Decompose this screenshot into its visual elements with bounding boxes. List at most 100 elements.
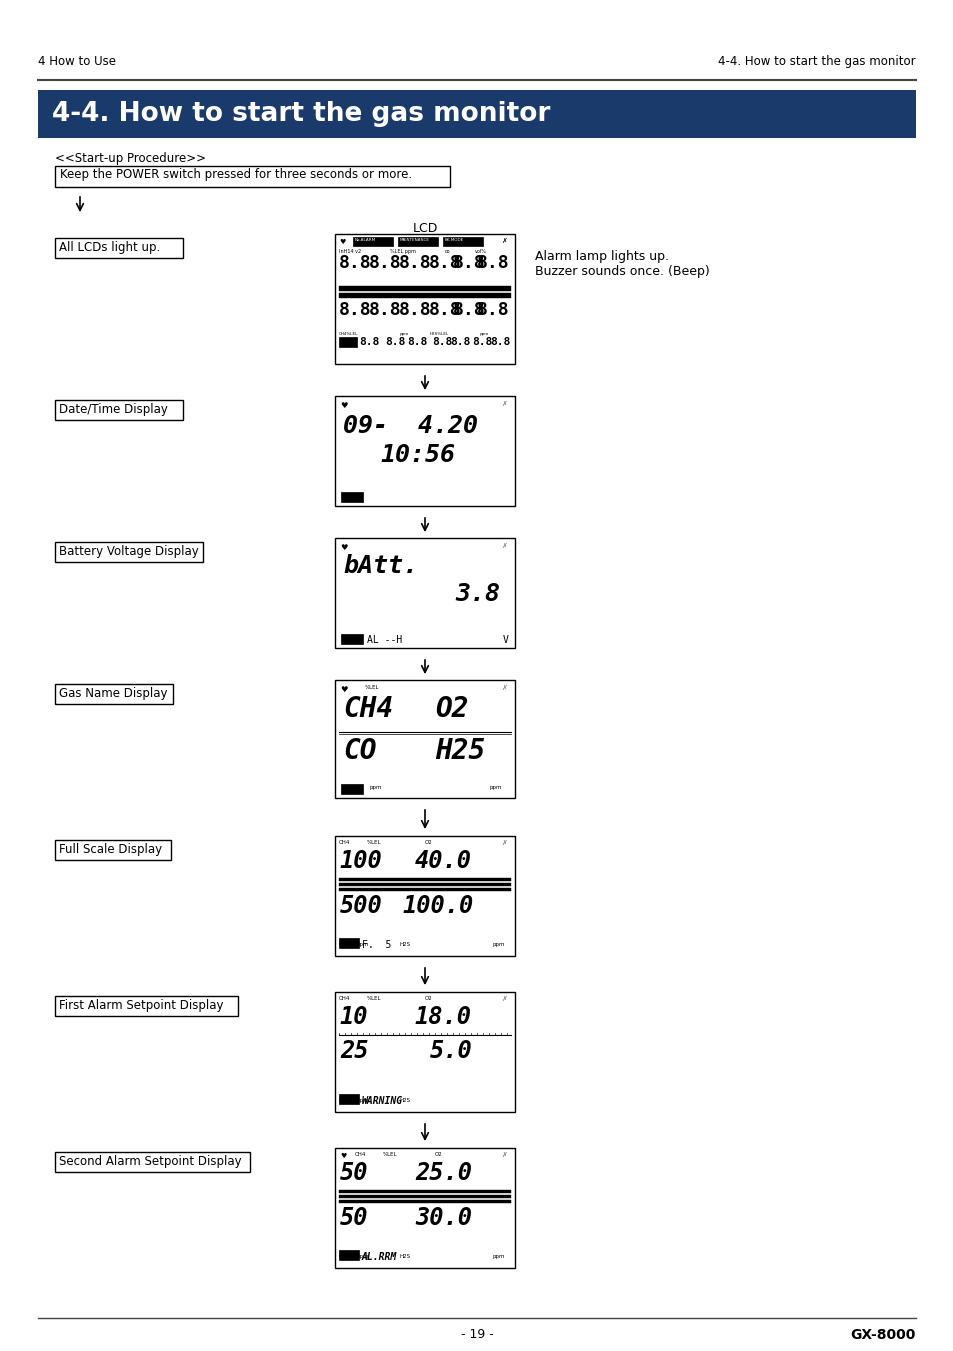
Text: 500: 500 [339,894,382,917]
Bar [340,492,363,503]
Text: ppm: ppm [490,785,502,790]
Text: Gas Name Display: Gas Name Display [59,688,168,700]
Text: ppm: ppm [399,332,409,336]
Text: CH4%LEL: CH4%LEL [338,332,358,336]
Bar [338,878,511,881]
Bar [338,1250,358,1260]
Bar [55,684,172,704]
Text: 8.8: 8.8 [453,301,485,319]
Text: ✗: ✗ [500,543,506,549]
Text: bAtt.: bAtt. [343,554,417,578]
Bar [338,884,511,886]
Text: Battery Voltage Display: Battery Voltage Display [59,544,198,558]
Text: LCD: LCD [412,222,437,235]
Text: H2S: H2S [399,1254,411,1259]
Text: %LEL ppm: %LEL ppm [390,249,416,254]
Text: No.ALARM: No.ALARM [355,238,375,242]
Text: ppm: ppm [479,332,489,336]
Text: 25: 25 [339,1039,368,1063]
Bar [338,938,358,948]
Text: AL.RRM: AL.RRM [361,1252,396,1262]
Bar [335,680,515,798]
Text: O2: O2 [435,694,468,723]
Bar [338,293,511,299]
Text: First Alarm Setpoint Display: First Alarm Setpoint Display [59,998,223,1012]
Text: Full Scale Display: Full Scale Display [59,843,162,857]
Text: CH4: CH4 [338,840,350,844]
Text: 30.0: 30.0 [415,1206,472,1229]
Text: %LEL: %LEL [365,685,379,690]
Bar [55,840,171,861]
Text: F.  5: F. 5 [361,940,391,950]
Text: ♥: ♥ [339,543,347,553]
Text: MAINTENANCE: MAINTENANCE [399,238,430,242]
Text: %LEL: %LEL [367,996,381,1001]
Bar [338,1200,511,1202]
Text: 8.8: 8.8 [369,301,401,319]
Text: 8.8: 8.8 [472,336,492,347]
Text: O2: O2 [435,1152,442,1156]
Text: 8.8: 8.8 [453,254,485,272]
Text: 25.0: 25.0 [415,1161,472,1185]
Text: ppm: ppm [493,942,505,947]
Text: 5.0: 5.0 [430,1039,473,1063]
Text: 8.8: 8.8 [432,336,452,347]
Text: co: co [444,249,450,254]
Text: <<Start-up Procedure>>: <<Start-up Procedure>> [55,153,206,165]
Text: 50: 50 [339,1161,368,1185]
Text: 8.8: 8.8 [398,254,431,272]
Text: CH4: CH4 [343,694,393,723]
Bar [338,888,511,892]
Text: 8.8: 8.8 [385,336,405,347]
Text: H25: H25 [435,738,485,765]
Text: %LEL: %LEL [367,840,381,844]
Bar [55,542,203,562]
Text: CH4: CH4 [338,996,350,1001]
Bar [340,634,363,644]
Bar [340,784,363,794]
Bar [55,996,237,1016]
Text: 10: 10 [339,1005,368,1029]
Text: ppm: ppm [356,942,369,947]
Bar [55,166,450,186]
Text: 8.8: 8.8 [476,301,509,319]
Text: CO: CO [343,738,376,765]
Bar [335,538,515,648]
Text: GX-8000: GX-8000 [850,1328,915,1342]
Text: 3.8: 3.8 [455,582,499,607]
Text: ppm: ppm [493,1254,505,1259]
Text: 100.0: 100.0 [402,894,474,917]
Text: ♥: ♥ [338,239,345,245]
Bar [335,1148,515,1269]
Text: 4 How to Use: 4 How to Use [38,55,116,68]
Bar [55,400,183,420]
Text: ♥: ♥ [339,401,347,409]
Text: Keep the POWER switch pressed for three seconds or more.: Keep the POWER switch pressed for three … [60,168,412,181]
Bar [442,236,482,246]
Text: H2S: H2S [399,1098,411,1102]
Text: O2: O2 [424,840,433,844]
Text: O2: O2 [424,996,433,1001]
Text: 8.8: 8.8 [429,254,461,272]
Text: Alarm lamp lights up.
Buzzer sounds once. (Beep): Alarm lamp lights up. Buzzer sounds once… [535,250,709,278]
Text: 8.8: 8.8 [338,301,372,319]
Bar [338,1094,358,1104]
Text: BK.MODE: BK.MODE [444,238,464,242]
Bar [335,234,515,363]
Text: ✗: ✗ [500,1152,506,1158]
Text: CH4: CH4 [355,1152,366,1156]
Text: ♥: ♥ [339,1152,346,1159]
Text: ✗: ✗ [500,840,506,846]
Text: CO: CO [338,1098,347,1102]
Text: AL --H: AL --H [367,635,402,644]
Text: Second Alarm Setpoint Display: Second Alarm Setpoint Display [59,1155,241,1169]
Text: ppm: ppm [356,1254,369,1259]
Bar [338,1196,511,1198]
Text: InH14 v2: InH14 v2 [338,249,361,254]
Bar [353,236,393,246]
Bar [38,91,915,138]
Text: CO: CO [338,1254,347,1259]
Text: ✗: ✗ [500,401,506,407]
Text: 8.8: 8.8 [358,336,379,347]
Text: WARNING: WARNING [361,1096,403,1106]
